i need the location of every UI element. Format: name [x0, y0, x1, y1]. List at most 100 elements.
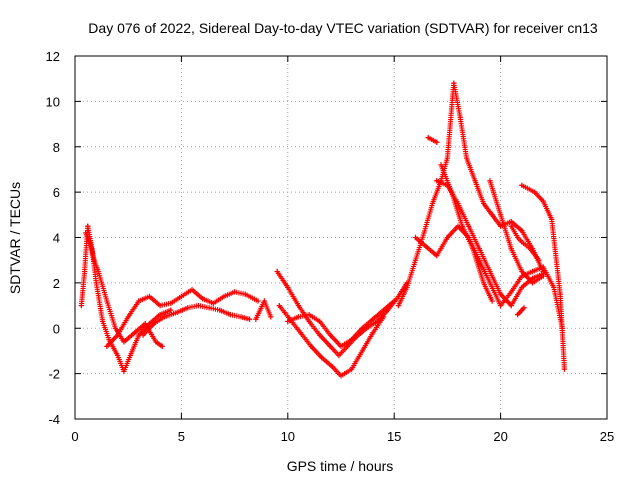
data-point — [412, 234, 419, 241]
data-point — [285, 284, 291, 291]
data-point — [114, 332, 121, 338]
series-satellite-track-13 — [425, 135, 440, 145]
data-point — [508, 302, 514, 309]
y-tick-label: 6 — [53, 185, 60, 200]
data-point — [489, 212, 495, 218]
data-point — [451, 80, 457, 86]
data-point — [338, 343, 344, 349]
series-satellite-track-2 — [83, 230, 165, 349]
data-point — [327, 332, 333, 338]
series-markers — [140, 303, 253, 338]
data-point — [519, 268, 525, 275]
data-point — [359, 325, 365, 331]
data-point — [336, 352, 342, 359]
data-point — [540, 198, 546, 204]
data-point — [519, 182, 525, 188]
data-point — [78, 302, 84, 309]
data-point — [255, 298, 261, 304]
chart-title: Day 076 of 2022, Sidereal Day-to-day VTE… — [88, 20, 598, 36]
data-point — [221, 293, 227, 300]
data-point — [421, 230, 427, 236]
data-point — [498, 212, 504, 218]
data-point — [487, 178, 493, 184]
data-point — [146, 293, 153, 300]
data-point — [206, 305, 212, 311]
data-point — [151, 321, 157, 327]
data-point — [274, 268, 280, 275]
data-point — [380, 307, 387, 313]
data-point — [457, 114, 463, 120]
x-axis-label: GPS time / hours — [287, 458, 394, 474]
series-satellite-track-14 — [487, 178, 546, 286]
data-point — [327, 343, 333, 349]
data-point — [104, 343, 110, 349]
data-point — [498, 302, 504, 309]
data-point — [83, 230, 89, 236]
data-point — [455, 200, 461, 207]
data-point — [515, 312, 521, 318]
data-point — [444, 234, 450, 241]
data-point — [91, 257, 97, 263]
data-point — [306, 318, 312, 325]
data-point — [238, 314, 244, 320]
grid-lines — [75, 56, 607, 419]
y-tick-label: 4 — [53, 231, 60, 246]
data-point — [540, 273, 546, 279]
data-point — [498, 223, 504, 229]
series-satellite-track-5 — [253, 298, 274, 322]
data-point — [519, 284, 525, 291]
data-point — [127, 352, 133, 359]
axis-ticks: 0 5 10 15 20 25 -4 -2 0 2 4 6 8 10 12 — [46, 49, 615, 444]
data-point — [142, 321, 148, 327]
data-point — [112, 325, 119, 331]
data-point — [434, 178, 440, 184]
data-point — [391, 298, 397, 304]
series-satellite-track-3 — [104, 287, 261, 349]
data-point — [508, 289, 514, 295]
series-satellite-track-12 — [438, 162, 495, 304]
data-point — [404, 284, 410, 291]
data-point — [434, 139, 440, 145]
data-point — [508, 246, 514, 252]
y-tick-label: 12 — [46, 49, 60, 64]
data-point — [459, 223, 465, 229]
series-satellite-track-16 — [519, 182, 568, 372]
x-tick-label: 10 — [281, 429, 295, 444]
data-point — [549, 216, 555, 222]
series-satellite-track-4 — [140, 302, 253, 338]
data-point — [200, 296, 206, 302]
data-point — [319, 355, 325, 361]
series-satellite-track-8 — [285, 298, 397, 349]
x-tick-label: 0 — [71, 429, 78, 444]
data-point — [529, 268, 536, 275]
data-point — [508, 223, 514, 229]
data-point — [519, 239, 525, 245]
y-tick-label: 10 — [46, 94, 60, 109]
y-axis-label: SDTVAR / TECUs — [7, 182, 23, 294]
data-point — [349, 366, 355, 372]
data-point — [161, 314, 167, 320]
data-point — [81, 268, 88, 275]
data-point — [246, 316, 253, 322]
data-point — [412, 257, 419, 263]
data-point — [308, 343, 314, 349]
data-point — [529, 280, 536, 286]
data-point — [557, 291, 563, 297]
data-point — [121, 368, 127, 374]
data-point — [487, 280, 493, 286]
data-point — [536, 257, 542, 263]
series-satellite-track-9 — [395, 80, 546, 309]
data-point — [508, 219, 514, 225]
data-point — [489, 298, 495, 304]
data-point — [253, 316, 259, 322]
data-point — [425, 135, 431, 141]
data-point — [140, 332, 146, 338]
data-point — [295, 302, 302, 309]
data-point — [87, 239, 93, 245]
data-point — [85, 223, 91, 229]
data-point — [466, 223, 472, 229]
y-tick-label: 0 — [53, 321, 60, 336]
data-point — [210, 300, 216, 306]
data-point — [178, 293, 184, 300]
